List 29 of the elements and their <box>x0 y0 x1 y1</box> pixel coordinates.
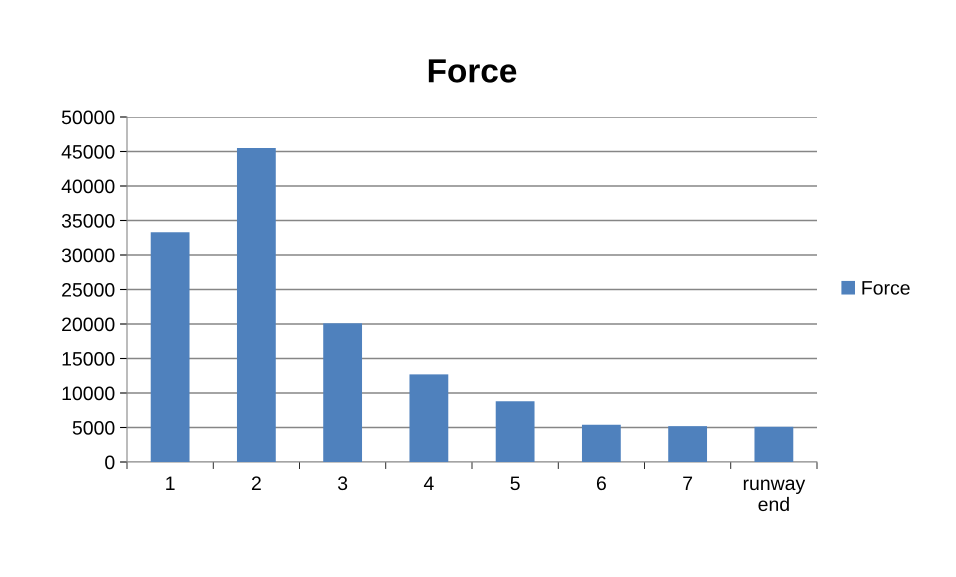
y-tick-label: 50000 <box>62 110 114 124</box>
bar <box>409 374 448 462</box>
y-tick-label: 15000 <box>62 352 114 366</box>
x-tick-label: runway end <box>744 480 806 512</box>
x-tick-label: 2 <box>252 476 261 490</box>
bar <box>150 232 190 462</box>
y-tick-label: 0 <box>105 455 114 470</box>
x-tick-label: 4 <box>424 476 434 490</box>
x-tick-label: 3 <box>338 476 348 490</box>
x-tick-label: 7 <box>683 476 692 490</box>
bar <box>496 401 535 462</box>
x-tick-label: 5 <box>510 476 520 490</box>
bar <box>582 424 621 462</box>
bar <box>236 148 276 462</box>
bar <box>668 426 708 462</box>
x-tick-label: 1 <box>166 476 175 490</box>
y-tick-label: 35000 <box>62 214 114 228</box>
bar <box>323 323 362 462</box>
y-tick-label: 20000 <box>62 317 114 332</box>
x-tick-label: 6 <box>596 476 606 490</box>
chart-title: Force <box>428 59 516 83</box>
y-tick-label: 5000 <box>72 420 114 435</box>
legend-label: Force <box>862 281 910 295</box>
y-tick-label: 40000 <box>62 179 114 194</box>
y-tick-label: 30000 <box>62 248 114 262</box>
bar <box>754 426 794 462</box>
y-tick-label: 10000 <box>62 386 114 400</box>
y-tick-label: 45000 <box>62 144 114 159</box>
y-tick-label: 25000 <box>62 282 114 297</box>
